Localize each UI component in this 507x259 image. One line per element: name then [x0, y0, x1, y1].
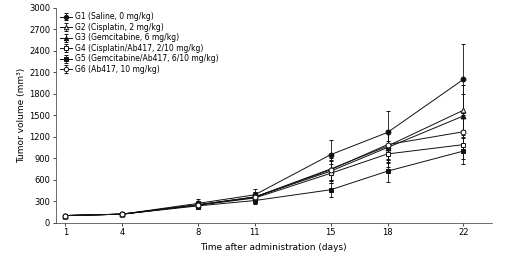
Y-axis label: Tumor volume (mm³): Tumor volume (mm³) [17, 68, 26, 163]
Legend: G1 (Saline, 0 mg/kg), G2 (Cisplatin, 2 mg/kg), G3 (Gemcitabine, 6 mg/kg), G4 (Ci: G1 (Saline, 0 mg/kg), G2 (Cisplatin, 2 m… [60, 12, 219, 75]
X-axis label: Time after administration (days): Time after administration (days) [200, 243, 347, 252]
